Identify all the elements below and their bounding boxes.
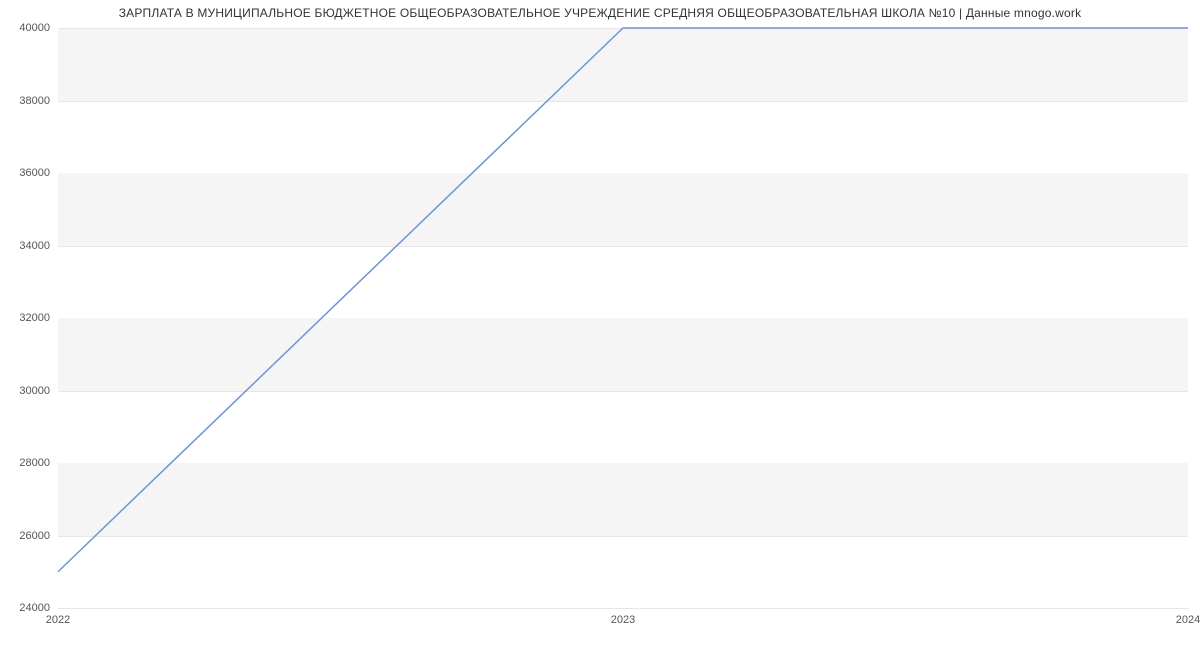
x-tick-label: 2024	[1176, 614, 1200, 626]
y-tick-label: 28000	[19, 457, 50, 469]
y-tick-label: 24000	[19, 602, 50, 614]
y-tick-label: 32000	[19, 312, 50, 324]
y-tick-label: 30000	[19, 385, 50, 397]
x-tick-label: 2022	[46, 614, 70, 626]
x-tick-label: 2023	[611, 614, 635, 626]
chart-container: ЗАРПЛАТА В МУНИЦИПАЛЬНОЕ БЮДЖЕТНОЕ ОБЩЕО…	[0, 0, 1200, 650]
chart-title: ЗАРПЛАТА В МУНИЦИПАЛЬНОЕ БЮДЖЕТНОЕ ОБЩЕО…	[0, 6, 1200, 20]
y-tick-label: 38000	[19, 95, 50, 107]
y-tick-label: 36000	[19, 167, 50, 179]
plot-area: 2400026000280003000032000340003600038000…	[58, 28, 1188, 609]
line-series	[58, 28, 1188, 608]
y-tick-label: 26000	[19, 530, 50, 542]
series-line	[58, 28, 1188, 572]
y-tick-label: 34000	[19, 240, 50, 252]
y-tick-label: 40000	[19, 22, 50, 34]
y-gridline	[58, 608, 1188, 609]
